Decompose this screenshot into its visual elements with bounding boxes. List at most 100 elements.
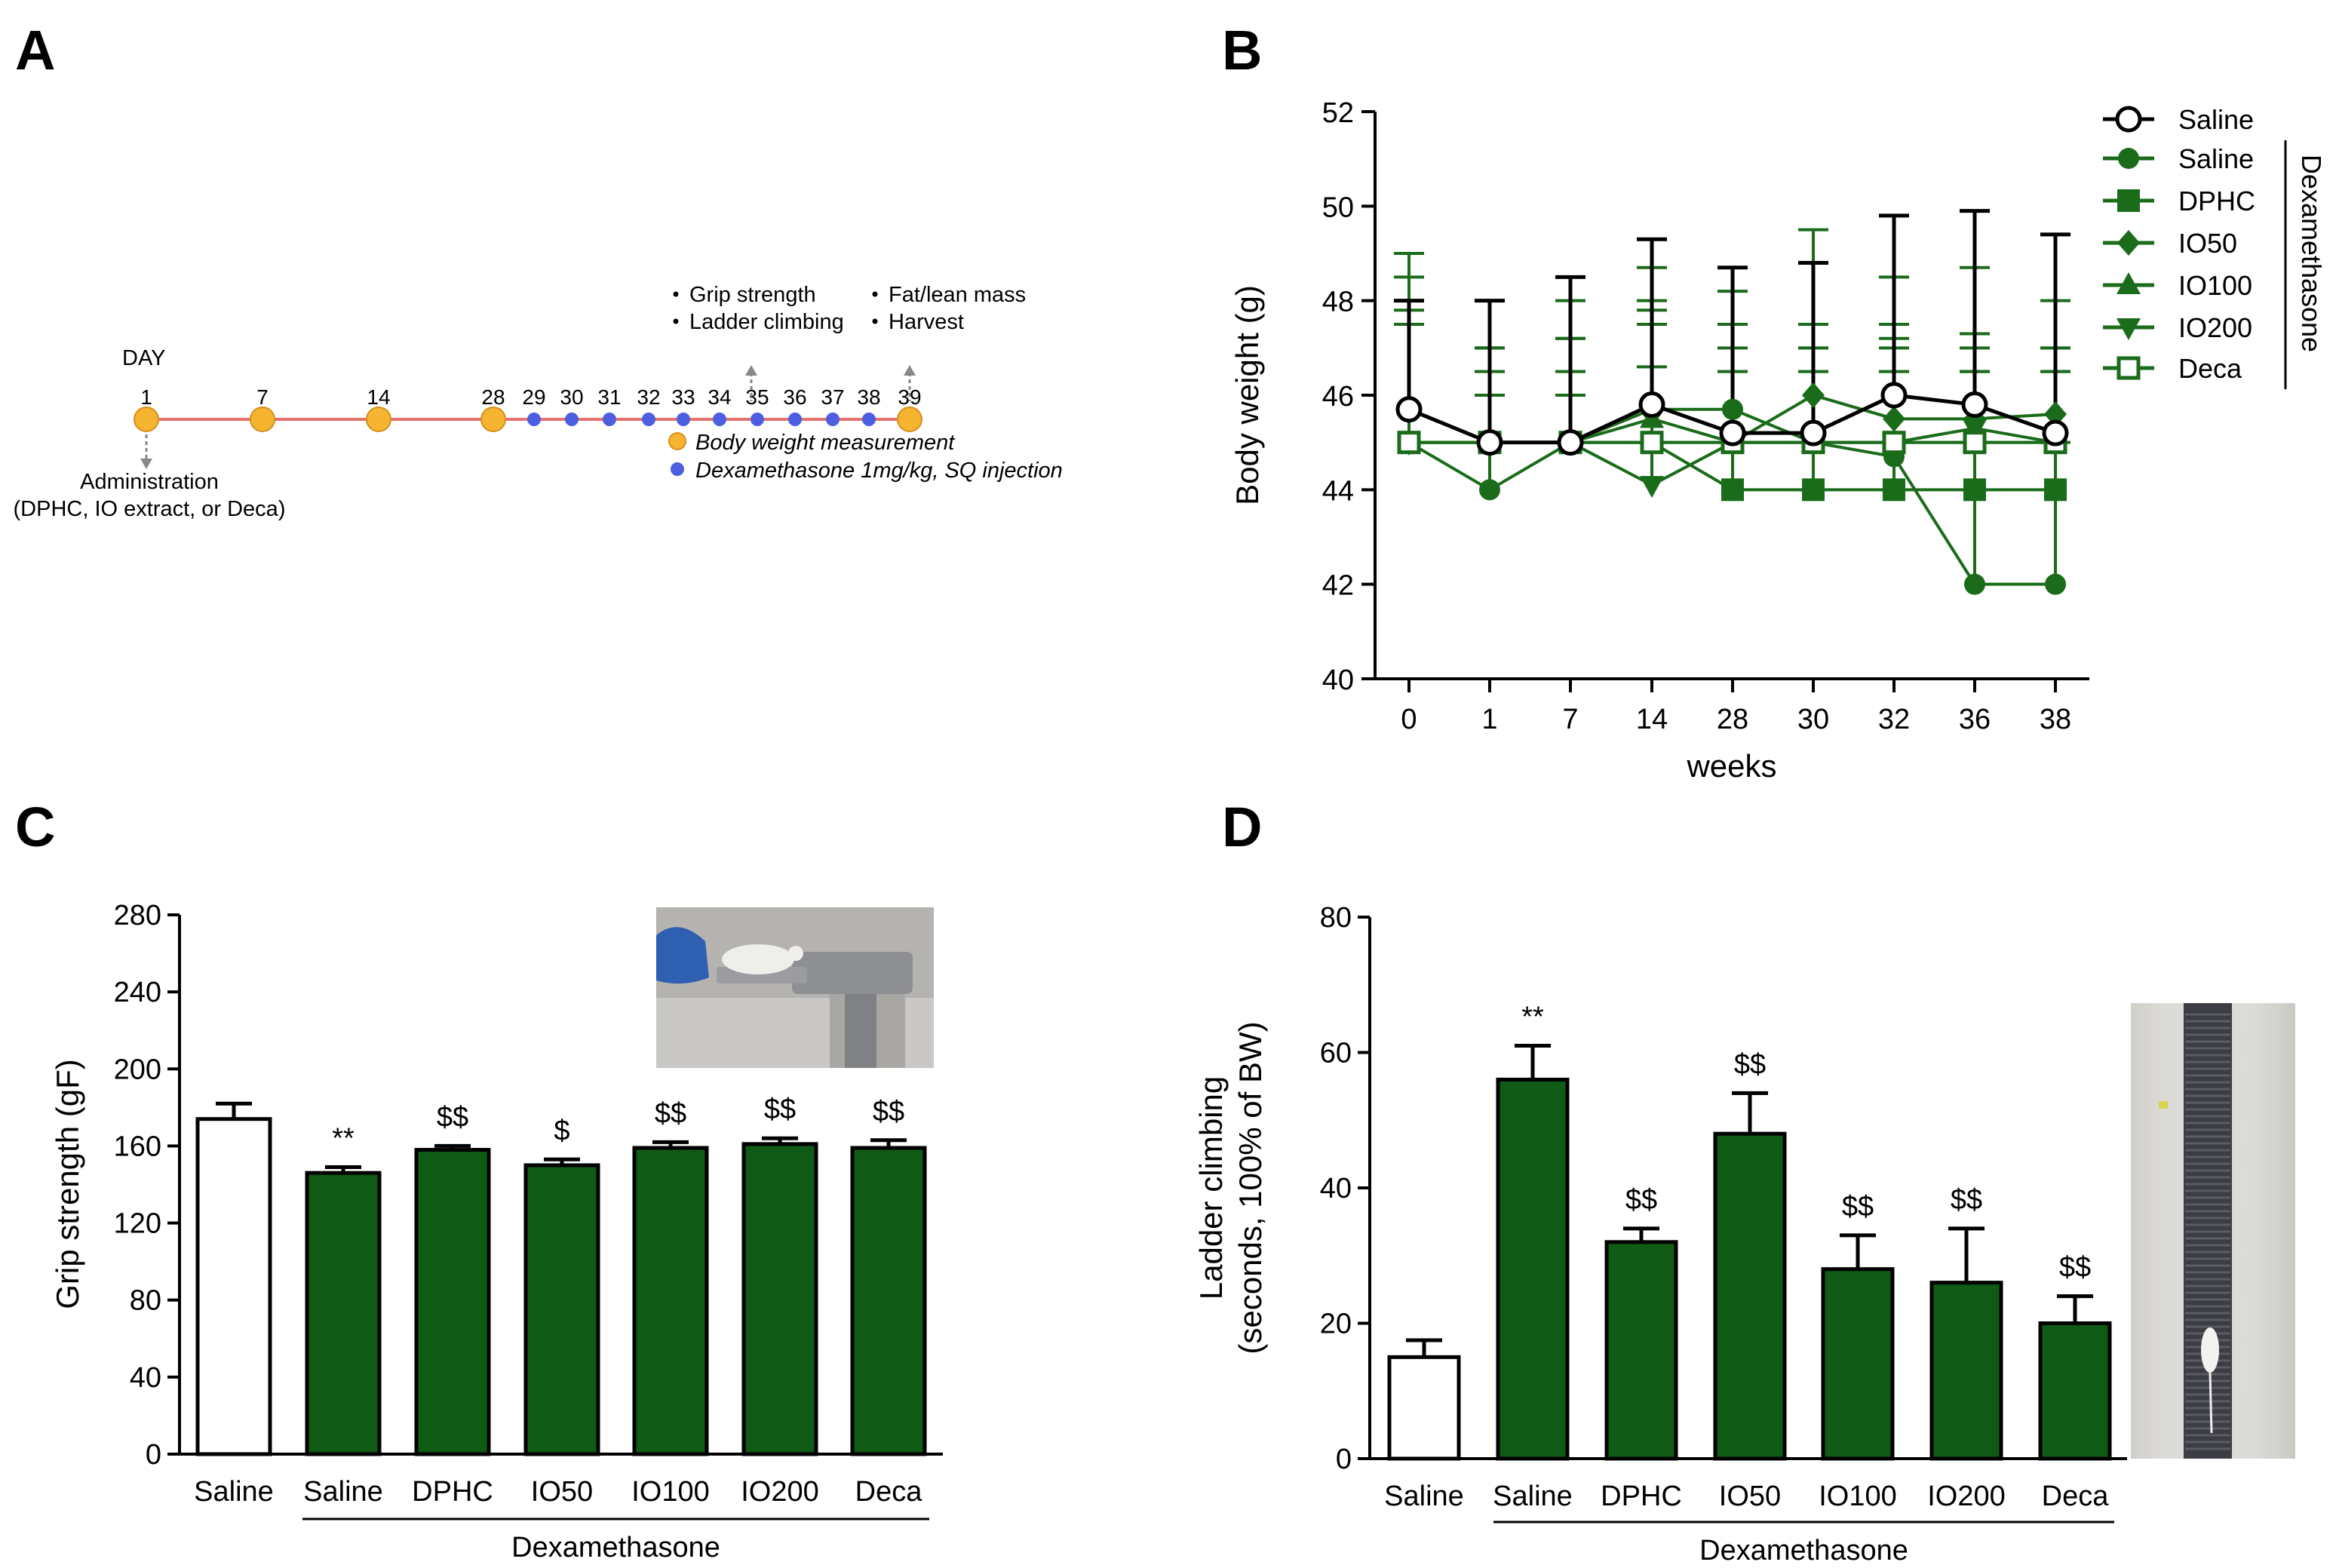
- timeline-day-number: 28: [481, 385, 505, 409]
- c-axes-bar: [523, 1163, 600, 1456]
- c-axes-y-tick-label: 120: [114, 1208, 161, 1240]
- b-data-point: [1397, 431, 1421, 455]
- d-axes-y-tick-label: 20: [1320, 1309, 1352, 1340]
- b-legend-marker: [2117, 272, 2141, 294]
- b-data-point: [1640, 431, 1664, 455]
- timeline-day-number: 32: [637, 385, 660, 409]
- b-legend-label: IO50: [2178, 228, 2237, 259]
- d-axes-bar: [1604, 1240, 1678, 1461]
- day39-arrow-head: [904, 365, 916, 376]
- chart-b-legend: Saline Saline DPHC IO50 IO100 IO200 Deca Dexame…: [2103, 104, 2327, 389]
- panel-label-b: B: [1222, 19, 1262, 81]
- c-axes-x-tick-label: Deca: [855, 1476, 923, 1508]
- timeline-day-number: 33: [671, 385, 695, 409]
- b-data-point: [2044, 478, 2067, 502]
- timeline-dot-body-weight: [134, 407, 159, 432]
- timeline-day-label: DAY: [122, 346, 165, 370]
- timeline-dot-dexamethasone: [713, 413, 726, 426]
- timeline-day-number: 37: [821, 385, 844, 409]
- note-bullet: [872, 291, 878, 297]
- d-axes-x-tick-label: Saline: [1384, 1481, 1464, 1512]
- b-legend-group-label: Dexamethasone: [2296, 155, 2327, 352]
- b-data-point: [1721, 478, 1744, 502]
- timeline-day-number: 38: [857, 385, 880, 409]
- timeline-day-number: 36: [783, 385, 806, 409]
- note-fat-lean-mass: Fat/lean mass: [889, 283, 1026, 307]
- administration-arrow-head: [140, 459, 152, 469]
- b-data-point: [1883, 406, 1905, 432]
- chart-d-bars: ** $$ $$ $$ $$ $$: [1387, 1002, 2112, 1461]
- timeline-dot-body-weight: [897, 407, 922, 432]
- c-axes-y-tick-label: 280: [114, 900, 161, 931]
- b-y-tick-label: 50: [1322, 192, 1354, 223]
- c-axes-y-axis-title: Grip strength (gF): [50, 1059, 85, 1309]
- timeline-dot-dexamethasone: [788, 413, 802, 426]
- timeline-day-number: 14: [367, 385, 390, 409]
- c-axes-y-tick-label: 200: [114, 1054, 161, 1085]
- b-legend-marker: [2115, 106, 2142, 133]
- legend-blue-dot: [671, 462, 684, 476]
- d-axes-bar: [1713, 1131, 1787, 1461]
- b-data-point: [1640, 476, 1664, 499]
- b-data-point: [2044, 401, 2067, 428]
- c-axes-y-tick-label: 160: [114, 1131, 161, 1162]
- c-axes-significance-label: $$: [437, 1101, 468, 1133]
- b-x-tick-label: 7: [1562, 704, 1578, 735]
- d-axes-y-tick-label: 80: [1320, 902, 1352, 934]
- c-axes-significance-label: **: [332, 1123, 355, 1155]
- d-axes-y-axis-title-2: (seconds, 100% of BW): [1232, 1021, 1268, 1354]
- b-data-point: [1638, 391, 1665, 419]
- note-bullet: [673, 318, 679, 324]
- chart-d-ladder-climbing: 0 20 40 60 80 Saline Saline DPHC IO50 IO100 IO200 D…: [1193, 902, 2295, 1566]
- c-axes-bar: [741, 1142, 818, 1456]
- panel-label-c: C: [15, 796, 55, 858]
- b-y-tick-label: 52: [1322, 97, 1354, 129]
- b-legend-label: Deca: [2178, 353, 2242, 384]
- b-y-axis-title: Body weight (g): [1229, 285, 1265, 505]
- b-data-point: [1802, 382, 1825, 408]
- d-axes-significance-label: $$: [1842, 1191, 1874, 1223]
- panel-label-a: A: [15, 19, 55, 81]
- c-axes-bar: [195, 1117, 272, 1456]
- c-axes-x-tick-label: IO200: [741, 1476, 819, 1508]
- timeline-dot-body-weight: [250, 407, 275, 432]
- d-axes-x-tick-label: DPHC: [1601, 1481, 1682, 1512]
- timeline-dot-dexamethasone: [677, 413, 690, 426]
- b-data-point: [2045, 573, 2066, 595]
- chart-c-grip-strength: 0 40 80 120 160 200 240 280 Saline Saline DPHC IO50…: [50, 900, 943, 1563]
- b-legend-marker: [2117, 230, 2140, 256]
- d-axes-bar: [1821, 1267, 1895, 1461]
- timeline-day-number: 7: [256, 385, 269, 409]
- d-axes-significance-label: $$: [1625, 1184, 1657, 1216]
- d-axes-y-tick-label: 0: [1336, 1444, 1352, 1475]
- timeline-day-number: 1: [140, 385, 152, 409]
- b-x-axis-title: weeks: [1686, 748, 1776, 784]
- b-data-point: [1800, 419, 1827, 446]
- c-axes-x-tick-label: DPHC: [412, 1476, 493, 1508]
- timeline-days: 1 7 14 28 29 30 31 32 33 34 35 36 37 38 39: [134, 385, 922, 432]
- c-axes-bar: [632, 1146, 709, 1456]
- b-x-tick-label: 38: [2040, 704, 2071, 735]
- c-axes-significance-label: $$: [873, 1096, 904, 1128]
- b-data-point: [2042, 419, 2069, 446]
- b-data-point: [1963, 478, 1986, 502]
- b-legend-label: Saline: [2178, 143, 2254, 174]
- timeline-dot-dexamethasone: [751, 413, 764, 426]
- timeline-day-number: 31: [597, 385, 621, 409]
- c-axes-bar: [305, 1171, 382, 1456]
- c-axes-significance-label: $: [554, 1115, 569, 1146]
- c-axes-significance-label: $$: [655, 1097, 686, 1129]
- b-x-tick-label: 1: [1481, 704, 1497, 735]
- b-legend-label: Saline: [2178, 104, 2254, 135]
- c-axes-y-tick-label: 240: [114, 977, 161, 1008]
- b-legend-marker: [2117, 356, 2141, 380]
- d-axes-x-tick-label: Saline: [1493, 1481, 1573, 1512]
- chart-b-axes: 40 42 44 46 48 50 52 0 1 7 14 28 30 32 36 38 weeks Body w…: [1229, 97, 2089, 784]
- c-axes-bar: [850, 1146, 927, 1456]
- c-axes-x-tick-label: Saline: [303, 1476, 383, 1508]
- timeline-dot-dexamethasone: [862, 413, 876, 426]
- timeline-dot-dexamethasone: [527, 413, 541, 426]
- chart-c-bars: **$$ $$$ $$ $$: [195, 1094, 927, 1456]
- legend-body-weight-text: Body weight measurement: [695, 431, 956, 455]
